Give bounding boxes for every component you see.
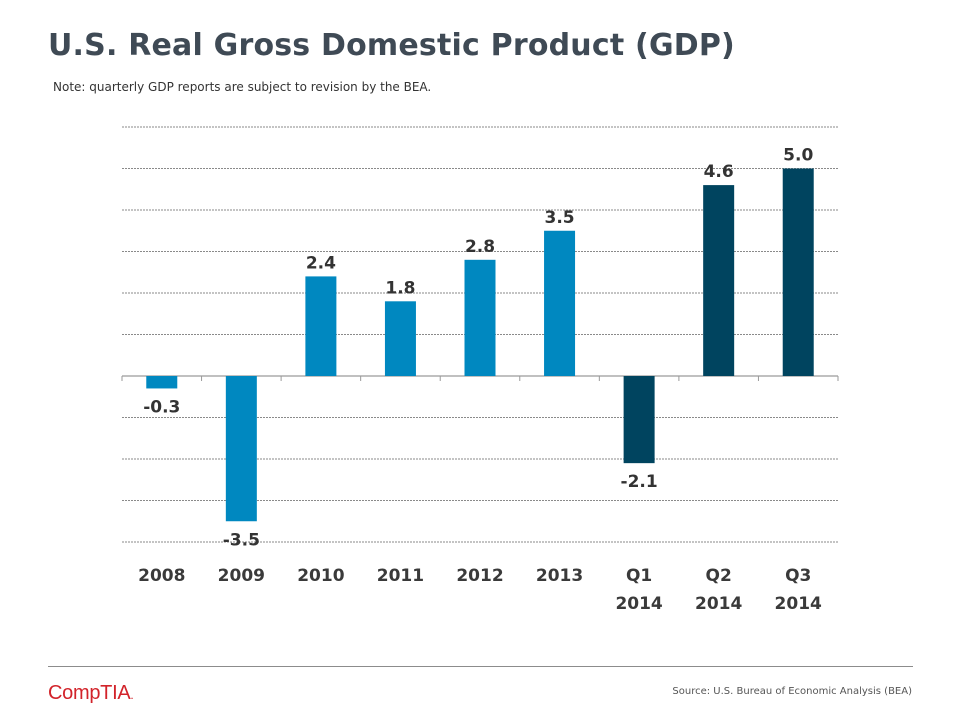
category-label: 2014: [695, 594, 742, 614]
bar: [305, 276, 337, 376]
bar-chart: -0.3 2008 -3.5 2009 2.4 2010 1.8 2011 2.8 2012 3.5…: [121, 126, 839, 614]
category-label: 2012: [456, 566, 503, 586]
bar: [703, 185, 735, 376]
bar: [623, 376, 655, 464]
logo-dot-icon: .: [130, 688, 134, 702]
bar: [782, 168, 814, 376]
data-label: -0.3: [143, 397, 180, 417]
category-label: Q2: [706, 566, 732, 586]
category-label: 2011: [377, 566, 424, 586]
bar: [146, 376, 178, 389]
category-label: 2010: [297, 566, 344, 586]
category-label: 2009: [218, 566, 265, 586]
category-label: Q3: [785, 566, 811, 586]
data-label: 3.5: [544, 208, 574, 228]
data-label: 2.8: [465, 237, 495, 257]
bar: [544, 230, 576, 376]
data-label: 2.4: [306, 253, 336, 273]
data-label: 4.6: [704, 162, 734, 182]
source-note: Source: U.S. Bureau of Economic Analysis…: [672, 686, 912, 697]
category-label: 2014: [615, 594, 662, 614]
chart-note: Note: quarterly GDP reports are subject …: [53, 80, 432, 94]
category-label: 2014: [775, 594, 822, 614]
bar: [384, 301, 416, 376]
logo-text: CompTIA: [48, 682, 131, 704]
bar: [225, 376, 257, 522]
category-label: 2008: [138, 566, 185, 586]
comptia-logo: CompTIA.: [48, 682, 134, 705]
data-label: -3.5: [223, 530, 260, 550]
bar: [464, 259, 496, 376]
data-label: -2.1: [621, 472, 658, 492]
category-label: 2013: [536, 566, 583, 586]
footer-divider: [48, 666, 913, 667]
data-label: 1.8: [385, 278, 415, 298]
category-label: Q1: [626, 566, 652, 586]
data-label: 5.0: [783, 146, 813, 166]
chart-title: U.S. Real Gross Domestic Product (GDP): [48, 28, 735, 63]
